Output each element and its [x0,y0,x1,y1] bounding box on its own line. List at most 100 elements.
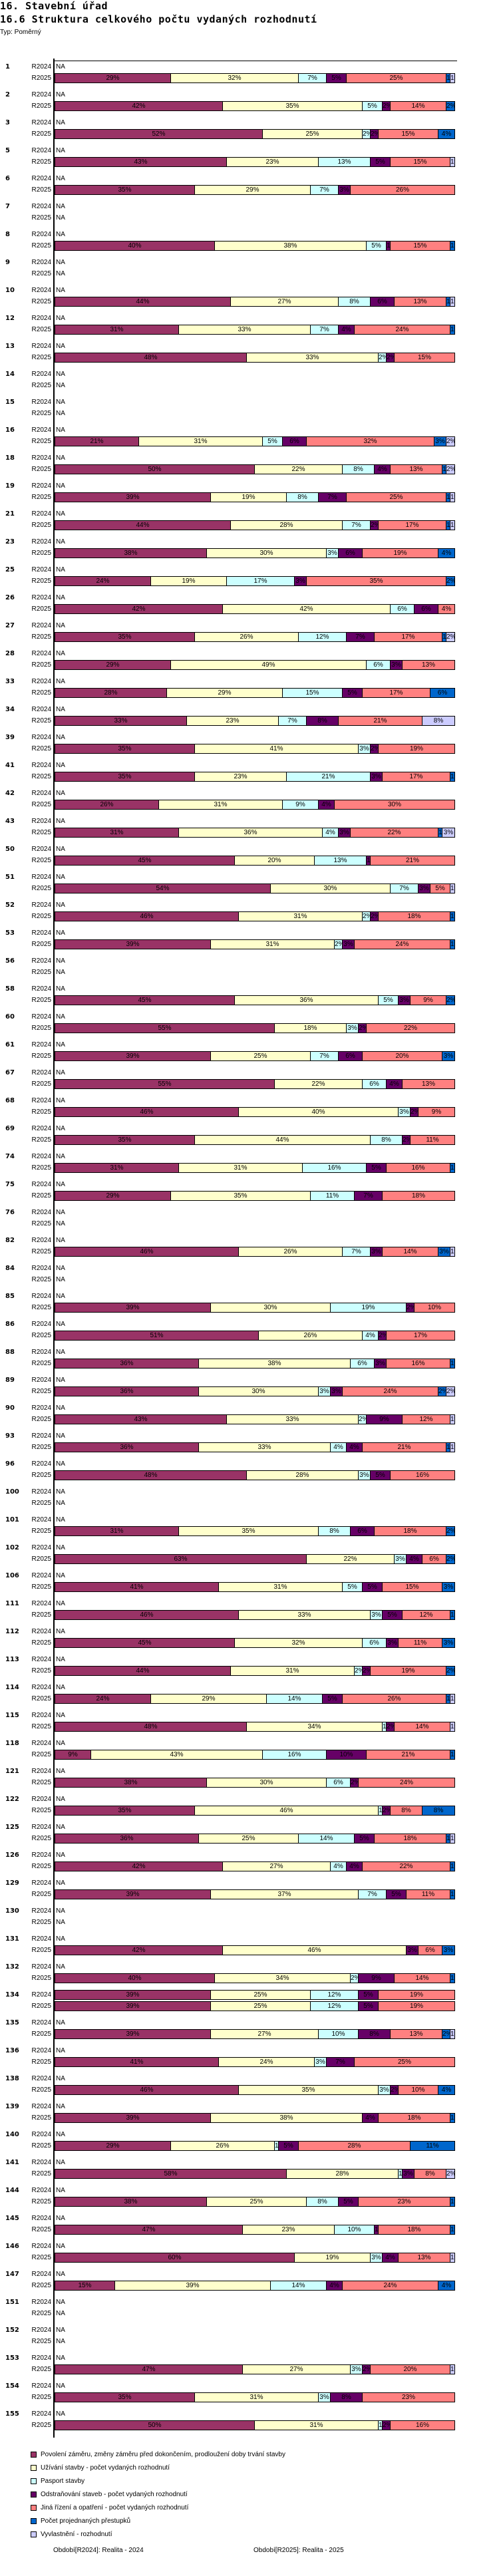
bar-segment: 30% [211,1303,331,1312]
group-label: 25 [5,566,15,573]
period-label: R2025 [31,829,51,836]
group-label: 113 [5,1656,19,1663]
bar-segment: 48% [55,1471,247,1480]
group-label: 74 [5,1153,15,1160]
period-label: R2024 [31,1712,51,1719]
period-label: R2024 [31,1768,51,1775]
stacked-bar: 41% 31% 5% 5% 15% 3% [55,1582,455,1592]
stacked-bar: 39%38%4%18%1% [55,2113,455,2123]
bar-segment: 24% [359,1778,454,1787]
na-label: NA [56,706,65,713]
bar-segment: 15% [55,2281,115,2290]
group-label: 51 [5,874,15,881]
bar-segment: 45% [55,856,235,865]
legend-swatch [31,2478,37,2484]
period-label: R2025 [31,2422,51,2429]
bar-segment: 19% [331,1303,407,1312]
period-label: R2024 [31,762,51,769]
period-label: R2024 [31,1907,51,1915]
bar-segment: 4% [407,1555,422,1563]
period-label: R2025 [31,326,51,333]
na-label: NA [56,2215,65,2222]
period-label: R2025 [31,298,51,305]
bar-segment: 2% [387,353,395,362]
bar-segment: 39% [55,2030,211,2038]
bar-segment: 46% [55,1611,239,1619]
bar-segment: 9% [418,1108,454,1116]
period-label: R2024 [31,985,51,993]
bar-segment: 3% [395,1555,407,1563]
period-label: R2024 [31,1656,51,1663]
group-label: 18 [5,454,15,462]
bar-segment: 1% [450,1164,454,1172]
period-label: R2024 [31,1321,51,1328]
group-label: 96 [5,1460,15,1468]
stacked-bar: 35%23%21%3%17%1% [55,772,455,782]
bar-segment: 31% [219,1583,343,1591]
bar-segment: 16% [387,1164,450,1172]
bar-segment: 26% [239,1247,343,1256]
period-label: R2025 [31,1276,51,1283]
na-label: NA [56,1656,65,1663]
bar-segment: 4% [438,2086,454,2094]
bar-segment: 40% [55,1974,215,1983]
period-label: R2025 [31,2142,51,2150]
stacked-bar: 45%20%13%1%21% [55,856,455,866]
group-label: 28 [5,650,15,657]
bar-segment: 8% [371,1136,403,1144]
stacked-bar: 39%30%19%2%10% [55,1303,455,1313]
bar-segment: 11% [407,1890,450,1899]
bar-segment: 3% [375,1359,387,1368]
bar-segment: 10% [415,1303,454,1312]
group-label: 88 [5,1349,15,1356]
group-label: 101 [5,1516,19,1524]
bar-segment: 34% [247,1722,383,1731]
period-label: R2024 [31,734,51,741]
bar-segment: 8% [359,2030,391,2038]
period-label: R2024 [31,1460,51,1468]
period-label: R2025 [31,1500,51,1507]
legend-label: Povolení záměru, změny záměru před dokon… [41,2450,285,2458]
na-label: NA [56,957,65,965]
stacked-bar: 60%19%3%4%13%1% [55,2253,455,2263]
bar-segment: 13% [391,465,442,474]
bar-segment: 3% [359,1471,371,1480]
bar-segment: 27% [211,2030,319,2038]
bar-segment: 35% [55,1136,195,1144]
period-label: R2025 [31,158,51,166]
bar-segment: 25% [199,1834,299,1843]
stacked-bar: 9%43%16%10%21%1% [55,1750,455,1760]
period-label: R2025 [31,1723,51,1730]
na-label: NA [56,371,65,378]
bar-segment: 36% [235,996,379,1005]
bar-segment: 31% [239,912,363,921]
bar-segment: 47% [55,2225,243,2234]
bar-segment: 47% [55,2365,243,2374]
bar-segment: 8% [422,1806,454,1815]
bar-segment: 35% [55,186,195,194]
legend-label: Odstraňování staveb - počet vydaných roz… [41,2490,188,2498]
stacked-bar: 46%40%3%2%9% [55,1107,455,1117]
bar-segment: 35% [55,772,195,781]
bar-segment: 11% [411,2142,454,2150]
na-label: NA [56,426,65,434]
stacked-bar: 47%27%3%2%20%1% [55,2364,455,2374]
bar-segment: 36% [55,1834,199,1843]
group-label: 67 [5,1069,15,1076]
group-label: 8 [5,231,10,238]
bar-segment: 19% [151,577,227,585]
bar-segment: 7% [311,186,339,194]
bar-segment: 32% [235,1639,363,1647]
category-axis-line [53,59,55,2438]
na-label: NA [56,2047,65,2054]
bar-segment: 13% [391,2030,442,2038]
na-label: NA [56,566,65,573]
bar-segment: 11% [311,1192,355,1200]
stacked-bar: 29%26%1%5%28%11% [55,2141,455,2151]
legend-item: Pasport stavby [31,2477,84,2485]
legend-swatch [31,2504,37,2511]
bar-segment: 2% [403,1136,411,1144]
na-label: NA [56,2131,65,2138]
bar-segment: 3% [418,884,430,893]
na-label: NA [56,2271,65,2278]
